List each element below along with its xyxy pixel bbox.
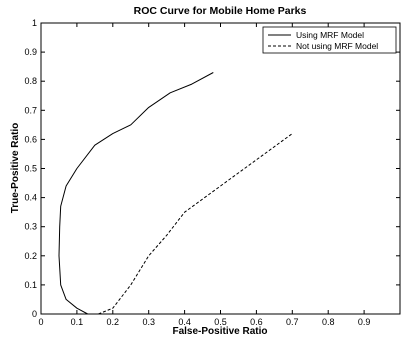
y-tick-label: 0.6	[24, 134, 37, 144]
y-tick-label: 0.7	[24, 105, 37, 115]
x-axis-label: False-Positive Ratio	[172, 326, 267, 337]
y-tick-label: 0.1	[24, 280, 37, 290]
series-line-using-mrf	[58, 72, 214, 315]
x-tick-label: 0.7	[286, 317, 299, 327]
y-tick-label: 0.3	[24, 222, 37, 232]
x-tick-label: 0	[38, 317, 43, 327]
y-axis-ticks: 0 0.1 0.2 0.3 0.4 0.5 0.6 0.7 0.8 0.9 1	[24, 18, 400, 319]
y-tick-label: 1	[32, 18, 37, 28]
x-tick-label: 0.4	[178, 317, 191, 327]
y-tick-label: 0.2	[24, 251, 37, 261]
x-tick-label: 0.5	[214, 317, 227, 327]
x-tick-label: 0.6	[250, 317, 263, 327]
x-tick-label: 0.8	[322, 317, 335, 327]
legend-label-using-mrf: Using MRF Model	[296, 30, 364, 40]
y-axis-label: True-Positive Ratio	[10, 123, 21, 214]
y-tick-label: 0	[32, 309, 37, 319]
y-tick-label: 0.9	[24, 47, 37, 57]
y-tick-label: 0.5	[24, 164, 37, 174]
x-tick-label: 0.9	[358, 317, 371, 327]
legend-label-not-using-mrf: Not using MRF Model	[296, 41, 378, 51]
x-tick-label: 0.2	[107, 317, 120, 327]
x-tick-label: 0.1	[71, 317, 84, 327]
x-axis-ticks: 0 0.1 0.2 0.3 0.4 0.5 0.6 0.7 0.8 0.9	[38, 23, 370, 327]
y-tick-label: 0.4	[24, 193, 37, 203]
y-tick-label: 0.8	[24, 76, 37, 86]
x-tick-label: 0.3	[142, 317, 155, 327]
legend: Using MRF Model Not using MRF Model	[262, 26, 397, 54]
series-layer	[58, 72, 293, 315]
legend-box	[262, 26, 397, 54]
series-line-not-using-mrf	[98, 133, 293, 315]
chart-title: ROC Curve for Mobile Home Parks	[134, 5, 307, 17]
